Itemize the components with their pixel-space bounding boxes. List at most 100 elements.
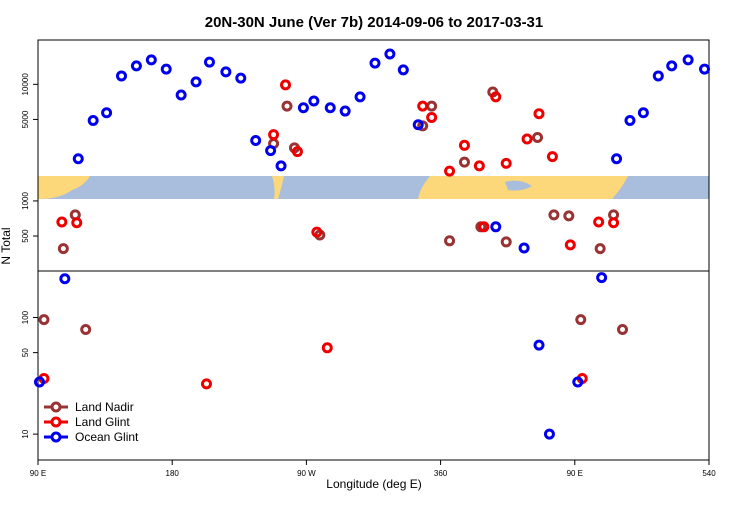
- point: [33, 376, 45, 388]
- x-tick-label: 360: [434, 469, 448, 478]
- point: [473, 160, 485, 172]
- point: [203, 56, 215, 68]
- point: [384, 48, 396, 60]
- point: [116, 70, 128, 82]
- point: [548, 209, 560, 221]
- point: [339, 105, 351, 117]
- point: [426, 111, 438, 123]
- y-axis-label: N Total: [0, 227, 13, 264]
- y-tick-label: 50: [21, 348, 30, 357]
- point: [220, 66, 232, 78]
- point: [56, 216, 68, 228]
- legend-label: Land Nadir: [75, 400, 134, 414]
- point: [546, 151, 558, 163]
- point: [354, 91, 366, 103]
- point: [593, 216, 605, 228]
- point: [444, 165, 456, 177]
- point: [533, 339, 545, 351]
- point: [533, 108, 545, 120]
- point: [532, 131, 544, 143]
- point: [500, 236, 512, 248]
- point: [308, 95, 320, 107]
- point: [324, 102, 336, 114]
- x-tick-label: 90 E: [567, 469, 583, 478]
- point: [397, 64, 409, 76]
- point: [268, 129, 280, 141]
- legend-label: Ocean Glint: [75, 430, 139, 444]
- y-tick-label: 500: [21, 229, 30, 243]
- point: [297, 102, 309, 114]
- point: [572, 376, 584, 388]
- y-tick-label: 10000: [21, 73, 30, 96]
- point: [617, 323, 629, 335]
- point: [190, 76, 202, 88]
- point: [543, 428, 555, 440]
- point: [490, 91, 502, 103]
- point: [321, 342, 333, 354]
- point: [275, 160, 287, 172]
- x-axis-label: Longitude (deg E): [326, 477, 421, 491]
- point: [38, 314, 50, 326]
- point: [265, 145, 277, 157]
- point: [564, 239, 576, 251]
- point: [130, 60, 142, 72]
- point: [444, 235, 456, 247]
- point: [594, 243, 606, 255]
- point: [57, 243, 69, 255]
- point: [563, 210, 575, 222]
- point: [666, 60, 678, 72]
- point: [280, 79, 292, 91]
- point: [59, 273, 71, 285]
- point: [521, 133, 533, 145]
- point: [160, 63, 172, 75]
- legend-marker: [50, 401, 62, 413]
- point: [369, 57, 381, 69]
- x-tick-label: 540: [702, 469, 716, 478]
- point: [478, 221, 490, 233]
- point: [575, 314, 587, 326]
- x-tick-label: 90 W: [297, 469, 316, 478]
- plot-frame: [37, 39, 710, 461]
- legend-label: Land Glint: [75, 415, 130, 429]
- point: [518, 242, 530, 254]
- map-band: [38, 176, 709, 199]
- point: [682, 54, 694, 66]
- y-tick-label: 1000: [21, 191, 30, 209]
- point: [87, 114, 99, 126]
- point: [490, 221, 502, 233]
- point: [281, 100, 293, 112]
- point: [624, 114, 636, 126]
- point: [72, 153, 84, 165]
- point: [417, 100, 429, 112]
- point: [458, 139, 470, 151]
- point: [145, 54, 157, 66]
- chart-title: 20N-30N June (Ver 7b) 2014-09-06 to 2017…: [205, 14, 544, 31]
- point: [200, 378, 212, 390]
- legend-marker: [50, 416, 62, 428]
- point: [291, 146, 303, 158]
- point: [637, 107, 649, 119]
- point: [608, 217, 620, 229]
- legend-marker: [50, 431, 62, 443]
- y-tick-label: 5000: [21, 110, 30, 128]
- point: [500, 157, 512, 169]
- point: [699, 63, 711, 75]
- point: [250, 134, 262, 146]
- point: [412, 119, 424, 131]
- point: [611, 153, 623, 165]
- point: [458, 156, 470, 168]
- point: [235, 72, 247, 84]
- y-tick-label: 100: [21, 310, 30, 324]
- point: [311, 226, 323, 238]
- point: [101, 107, 113, 119]
- y-tick-label: 10: [21, 429, 30, 438]
- point: [175, 89, 187, 101]
- point: [80, 323, 92, 335]
- point: [71, 217, 83, 229]
- point: [652, 70, 664, 82]
- x-tick-label: 90 E: [30, 469, 46, 478]
- point: [426, 100, 438, 112]
- x-tick-label: 180: [166, 469, 180, 478]
- point: [596, 272, 608, 284]
